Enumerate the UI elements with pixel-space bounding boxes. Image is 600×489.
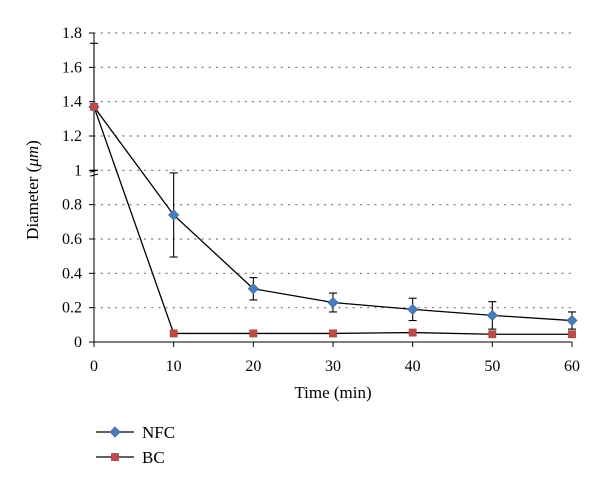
x-tick-label: 0 <box>90 358 98 375</box>
y-axis-title-unit: μm <box>23 146 42 168</box>
y-tick-label: 0 <box>74 334 82 351</box>
y-tick-label: 1 <box>74 162 82 179</box>
data-point-bc <box>249 329 258 338</box>
data-point-bc <box>408 328 417 337</box>
tick-labels: 0 0.2 0.4 0.6 0.8 1 1.2 1.4 1.6 1.8 0 10 20 30 40 50 60 <box>62 25 580 375</box>
x-tick-label: 10 <box>166 358 182 375</box>
data-point-bc <box>488 330 497 339</box>
axis-break-mark <box>89 173 99 177</box>
x-tick-label: 40 <box>405 358 421 375</box>
x-tick-label: 50 <box>484 358 500 375</box>
legend-label-bc: BC <box>142 448 165 467</box>
x-tick-label: 20 <box>245 358 261 375</box>
legend-marker-bc <box>111 453 119 461</box>
data-point-bc <box>329 329 337 338</box>
data-point-nfc <box>566 314 578 327</box>
y-tick-label: 1.2 <box>62 128 82 145</box>
error-bars <box>90 42 576 330</box>
y-tick-label: 0.6 <box>62 231 82 248</box>
legend-marker-nfc <box>109 426 121 438</box>
y-tick-label: 1.6 <box>62 59 82 76</box>
series-markers <box>88 101 578 339</box>
grid-lines <box>93 32 573 309</box>
y-axis-title: Diameter (μm) <box>23 140 42 240</box>
legend-label-nfc: NFC <box>142 423 175 442</box>
x-axis-title: Time (min) <box>294 383 371 402</box>
data-point-nfc <box>327 296 339 309</box>
y-tick-label: 0.4 <box>62 265 82 282</box>
y-tick-label: 0.8 <box>62 197 82 214</box>
data-point-bc <box>568 330 576 339</box>
data-point-bc <box>169 329 178 338</box>
data-point-nfc <box>168 209 180 221</box>
x-tick-label: 60 <box>564 358 580 375</box>
y-axis-title-suffix: ) <box>23 140 42 146</box>
data-point-bc <box>90 102 98 111</box>
legend: NFC BC <box>96 423 175 467</box>
data-point-nfc <box>247 283 259 295</box>
data-point-nfc <box>407 303 419 315</box>
y-tick-label: 0.2 <box>62 300 82 317</box>
data-point-nfc <box>486 309 498 321</box>
y-axis-title-prefix: Diameter ( <box>23 166 42 239</box>
y-tick-label: 1.4 <box>62 94 82 111</box>
y-tick-label: 1.8 <box>62 25 82 42</box>
x-tick-label: 30 <box>325 358 341 375</box>
series-line-nfc <box>93 106 573 322</box>
